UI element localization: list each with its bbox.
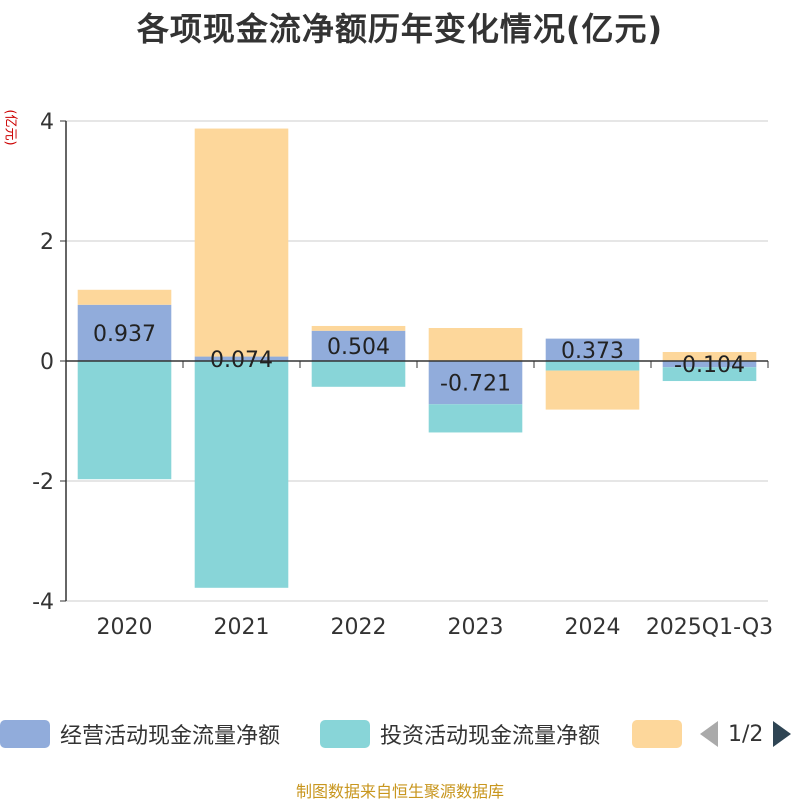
legend-label-operating: 经营活动现金流量净额 bbox=[60, 724, 281, 749]
data-source-note: 制图数据来自恒生聚源数据库 bbox=[295, 782, 504, 801]
bar-1-2023 bbox=[428, 361, 523, 405]
chart-title: 各项现金流净额历年变化情况(亿元) bbox=[136, 10, 664, 48]
y-tick-label: 0 bbox=[40, 350, 54, 375]
bar-2-2021 bbox=[194, 361, 289, 588]
y-tick-label: 2 bbox=[40, 230, 54, 255]
bar-2-2023 bbox=[428, 404, 523, 433]
legend-prev-page-icon[interactable] bbox=[700, 721, 718, 747]
bar-3-2025Q1-Q3 bbox=[662, 352, 757, 361]
bar-2-2024 bbox=[545, 361, 640, 371]
legend-next-page-icon[interactable] bbox=[773, 721, 792, 747]
data-label: 0.373 bbox=[561, 339, 624, 364]
x-tick-label: 2020 bbox=[97, 615, 153, 640]
bar-3-2022 bbox=[311, 325, 406, 331]
bar-2-2022 bbox=[311, 361, 406, 387]
bar-3-2020 bbox=[77, 289, 172, 305]
data-label: -0.104 bbox=[674, 353, 745, 378]
bar-3-2024 bbox=[545, 370, 640, 410]
bar-3-2021 bbox=[194, 128, 289, 357]
data-label: -0.721 bbox=[440, 372, 511, 397]
y-tick-label: 4 bbox=[40, 110, 54, 135]
bar-2-2025Q1-Q3 bbox=[662, 367, 757, 382]
y-tick-label: -2 bbox=[32, 470, 54, 495]
legend-item-investing[interactable]: 投资活动现金流量净额 bbox=[320, 716, 600, 752]
bar-1-2025Q1-Q3 bbox=[662, 361, 757, 368]
grid-lines bbox=[66, 120, 768, 602]
bar-2-2020 bbox=[77, 361, 172, 480]
legend-swatch-investing bbox=[320, 720, 370, 748]
legend-item-financing[interactable] bbox=[632, 716, 692, 752]
data-label: 0.074 bbox=[210, 348, 273, 373]
legend-swatch-operating bbox=[0, 720, 50, 748]
x-tick-label: 2024 bbox=[565, 615, 621, 640]
x-tick-label: 2021 bbox=[214, 615, 270, 640]
bars bbox=[77, 128, 757, 588]
x-tick-label: 2023 bbox=[448, 615, 504, 640]
legend: 经营活动现金流量净额 投资活动现金流量净额 bbox=[0, 716, 800, 752]
data-label: 0.937 bbox=[93, 322, 156, 347]
data-label: 0.504 bbox=[327, 335, 390, 360]
legend-swatch-financing bbox=[632, 720, 682, 748]
y-tick-label: -4 bbox=[32, 590, 54, 615]
bar-3-2023 bbox=[428, 328, 523, 361]
x-tick-label: 2022 bbox=[331, 615, 387, 640]
bar-chart: 4 2 0 -2 -4 2020 2021 2022 2023 2024 2025Q1-Q3 0.9… bbox=[32, 110, 773, 640]
data-labels: 0.937 0.074 0.504 -0.721 0.373 -0.104 bbox=[93, 322, 745, 397]
legend-label-investing: 投资活动现金流量净额 bbox=[380, 724, 601, 749]
bar-1-2022 bbox=[311, 330, 406, 361]
x-tick-label: 2025Q1-Q3 bbox=[646, 615, 773, 640]
legend-page-indicator: 1/2 bbox=[728, 721, 764, 747]
bar-1-2020 bbox=[77, 304, 172, 361]
legend-pager: 1/2 bbox=[700, 716, 792, 752]
bar-1-2024 bbox=[545, 338, 640, 361]
axes: 4 2 0 -2 -4 2020 2021 2022 2023 2024 2025Q1-Q3 bbox=[32, 110, 773, 640]
bar-1-2021 bbox=[194, 356, 289, 361]
legend-item-operating[interactable]: 经营活动现金流量净额 bbox=[0, 716, 280, 752]
